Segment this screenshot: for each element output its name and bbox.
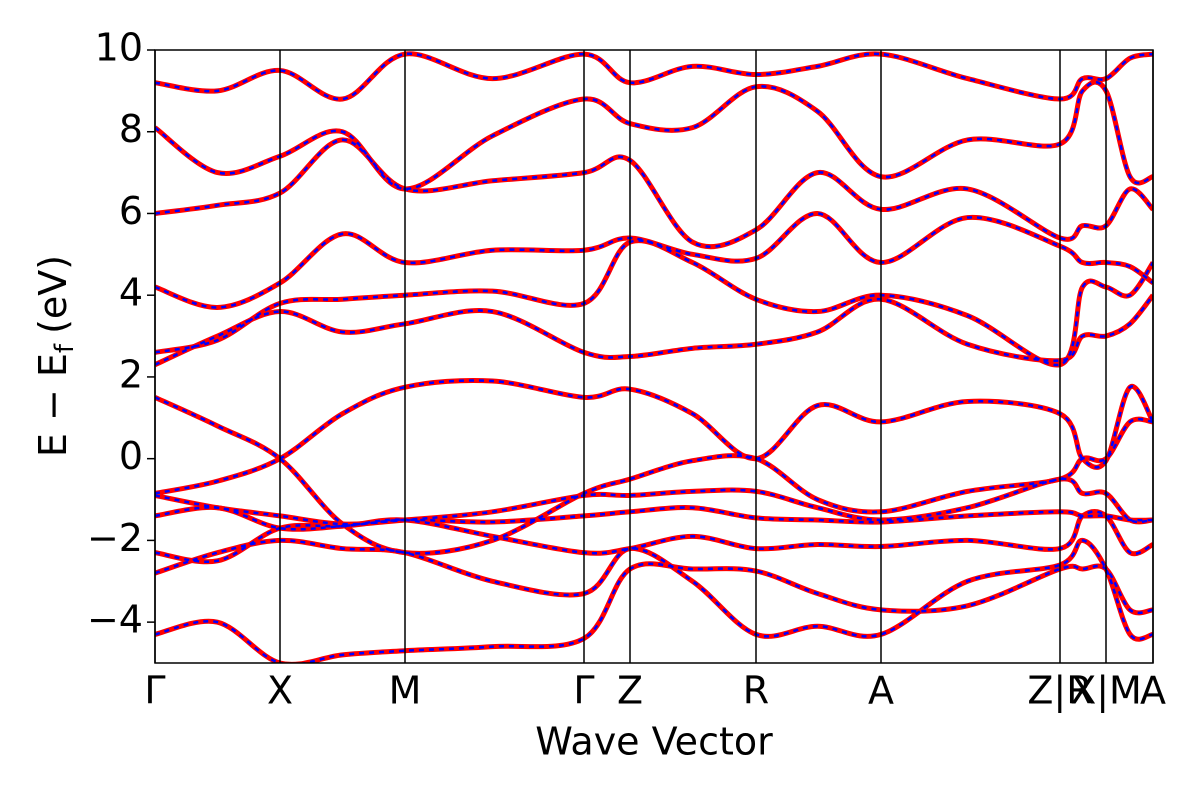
band-line: [155, 238, 1153, 368]
band-line: [155, 506, 1153, 531]
x-tick-label: A: [868, 669, 894, 713]
y-tick-label: 10: [95, 26, 143, 70]
band-line: [155, 396, 1153, 555]
y-label-sub: f: [50, 343, 80, 353]
x-tick-label: M: [389, 669, 422, 713]
y-tick-label: 6: [119, 189, 143, 233]
band-line: [155, 138, 1153, 248]
band-line: [155, 212, 1153, 309]
x-tick-label: Γ: [573, 669, 594, 713]
band-line: [155, 477, 1153, 526]
x-tick-label: A: [1140, 669, 1166, 713]
x-axis-label: Wave Vector: [535, 720, 773, 764]
y-label-main: E − E: [31, 353, 75, 457]
band-line: [155, 561, 1153, 663]
band-line: [155, 539, 1153, 641]
band-line: [155, 80, 1153, 191]
band-line: [155, 294, 1153, 366]
x-tick-label: Γ: [144, 669, 165, 713]
y-tick-label: 2: [119, 352, 143, 396]
y-tick-label: 8: [119, 107, 143, 151]
y-tick-label: 4: [119, 271, 143, 315]
bands: [155, 51, 1153, 663]
x-tick-label: Z|R: [1027, 669, 1092, 714]
x-tick-label: R: [743, 669, 769, 713]
plot-frame: [154, 49, 1154, 664]
y-label-unit: (eV): [31, 255, 75, 334]
band-line: [155, 52, 1153, 101]
y-tick-label: −4: [87, 598, 143, 642]
x-tick-label: X: [267, 669, 293, 713]
y-tick-label: −2: [87, 516, 143, 560]
y-axis-label: E − Ef (eV): [31, 255, 80, 457]
y-tick-label: 0: [119, 434, 143, 478]
x-tick-label: Z: [617, 669, 643, 713]
x-tick-label: X|M: [1070, 669, 1142, 714]
